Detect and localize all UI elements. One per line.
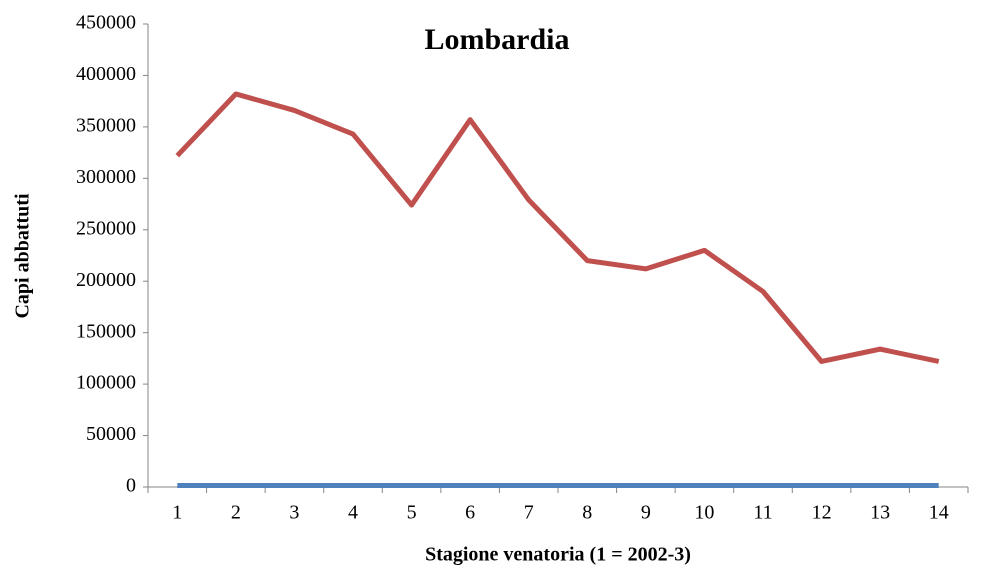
chart-title: Lombardia	[424, 23, 569, 56]
x-tick-label: 11	[753, 502, 772, 524]
x-tick-label: 3	[289, 502, 299, 524]
series-line	[175, 91, 940, 364]
x-tick-label: 2	[231, 502, 241, 524]
y-tick-label: 100000	[76, 372, 136, 394]
x-axis-label: Stagione venatoria (1 = 2002-3)	[425, 544, 691, 566]
y-tick-label: 250000	[76, 217, 136, 239]
x-tick-label: 6	[465, 502, 475, 524]
x-tick-label: 1	[172, 502, 182, 524]
x-tick-label: 14	[929, 502, 949, 524]
y-tick-label: 200000	[76, 269, 136, 291]
x-tick-label: 7	[524, 502, 534, 524]
x-tick-label: 5	[407, 502, 417, 524]
y-tick-label: 0	[126, 475, 136, 497]
x-tick-label: 12	[812, 502, 832, 524]
y-tick-label: 450000	[76, 12, 136, 34]
y-tick-label: 150000	[76, 320, 136, 342]
x-tick-label: 8	[582, 502, 592, 524]
x-tick-label: 9	[641, 502, 651, 524]
y-tick-label: 400000	[76, 63, 136, 85]
x-tick-label: 13	[870, 502, 890, 524]
y-axis-label: Capi abbattuti	[12, 193, 34, 318]
y-tick-label: 350000	[76, 114, 136, 136]
y-tick-label: 300000	[76, 166, 136, 188]
x-tick-label: 4	[348, 502, 358, 524]
x-tick-label: 10	[694, 502, 714, 524]
y-tick-label: 50000	[86, 423, 136, 445]
